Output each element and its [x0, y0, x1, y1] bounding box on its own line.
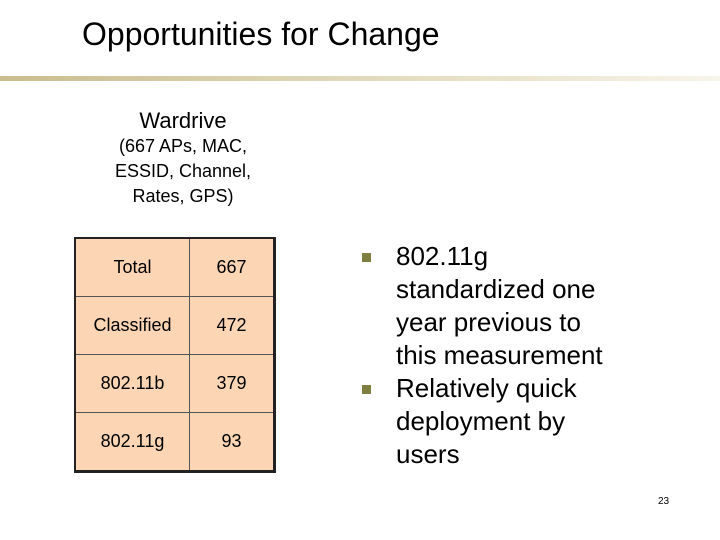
table-row: 802.11b 379: [74, 354, 275, 413]
bullet-list: 802.11g standardized one year previous t…: [360, 240, 630, 471]
panel-subheading: (667 APs, MAC, ESSID, Channel, Rates, GP…: [114, 136, 252, 206]
panel-heading: Wardrive: [139, 108, 227, 133]
slide-title: Opportunities for Change: [82, 16, 440, 52]
table-row: 802.11g 93: [74, 412, 275, 472]
page-number: 23: [658, 496, 670, 507]
table-cell: Classified: [74, 296, 190, 355]
table-row: Classified 472: [74, 296, 275, 355]
table-cell: Total: [74, 237, 190, 297]
table-cell: 379: [189, 354, 275, 413]
table-cell: 667: [189, 237, 275, 297]
bullet-item: 802.11g standardized one year previous t…: [360, 240, 621, 372]
table-row: Total 667: [74, 237, 275, 297]
table-cell: 802.11g: [74, 412, 190, 472]
stats-table: Total 667 Classified 472 802.11b 379 802.11g 93: [74, 237, 276, 473]
table-cell: 472: [189, 296, 275, 355]
table-cell: 802.11b: [74, 354, 190, 413]
title-rule: [0, 76, 720, 81]
bullet-item: Relatively quick deployment by users: [360, 372, 621, 471]
table-cell: 93: [189, 412, 275, 472]
